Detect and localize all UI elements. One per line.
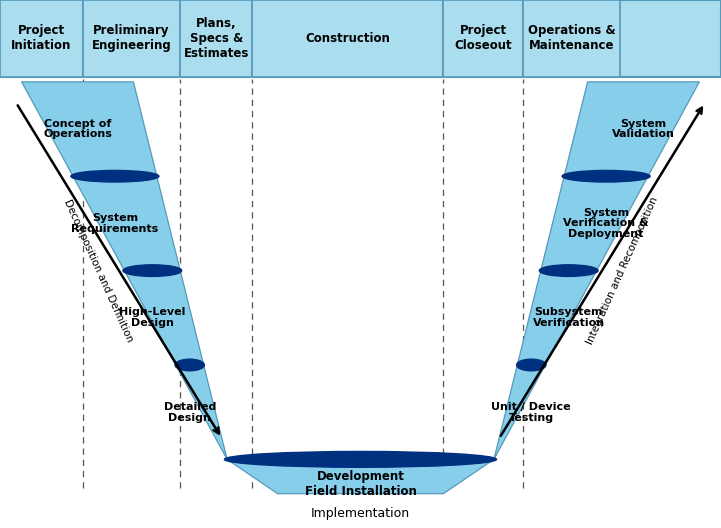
Polygon shape [494,365,545,459]
Text: Unit / Device
Testing: Unit / Device Testing [492,402,571,422]
Bar [523,0,620,77]
Text: Integration and Recomposition: Integration and Recomposition [585,195,660,346]
Ellipse shape [517,359,546,371]
Ellipse shape [539,265,598,277]
Ellipse shape [71,171,159,182]
Text: Concept of
Operations: Concept of Operations [43,119,112,139]
Text: Preliminary
Engineering: Preliminary Engineering [92,24,172,52]
Ellipse shape [123,265,182,277]
Text: Detailed
Design: Detailed Design [164,402,216,422]
Bar [443,0,523,77]
Ellipse shape [562,171,650,182]
Polygon shape [564,82,699,176]
Text: System
Requirements: System Requirements [71,213,159,234]
Polygon shape [125,270,203,365]
Text: Implementation: Implementation [311,507,410,520]
Ellipse shape [224,451,497,467]
Polygon shape [541,176,648,270]
Text: Project
Initiation: Project Initiation [12,24,71,52]
Text: Project
Closeout: Project Closeout [454,24,512,52]
Bar [0,0,721,77]
Text: Subsystem
Verification: Subsystem Verification [533,307,605,328]
Polygon shape [518,270,597,365]
Polygon shape [22,82,157,176]
Text: Decomposition and Definition: Decomposition and Definition [63,197,135,344]
Text: System
Verification &
Deployment: System Verification & Deployment [563,208,649,239]
Bar [180,0,252,77]
Bar [0,0,83,77]
Bar [252,0,443,77]
Ellipse shape [175,359,204,371]
Text: System
Validation: System Validation [612,119,675,139]
Bar [83,0,180,77]
Polygon shape [227,459,494,494]
Polygon shape [176,365,227,459]
Text: Operations &
Maintenance: Operations & Maintenance [528,24,615,52]
Text: Plans,
Specs &
Estimates: Plans, Specs & Estimates [184,17,249,60]
Text: Construction: Construction [306,32,390,45]
Text: Software / Hardware
Development
Field Installation: Software / Hardware Development Field In… [292,455,429,498]
Text: High-Level
Design: High-Level Design [119,307,185,328]
Polygon shape [73,176,180,270]
